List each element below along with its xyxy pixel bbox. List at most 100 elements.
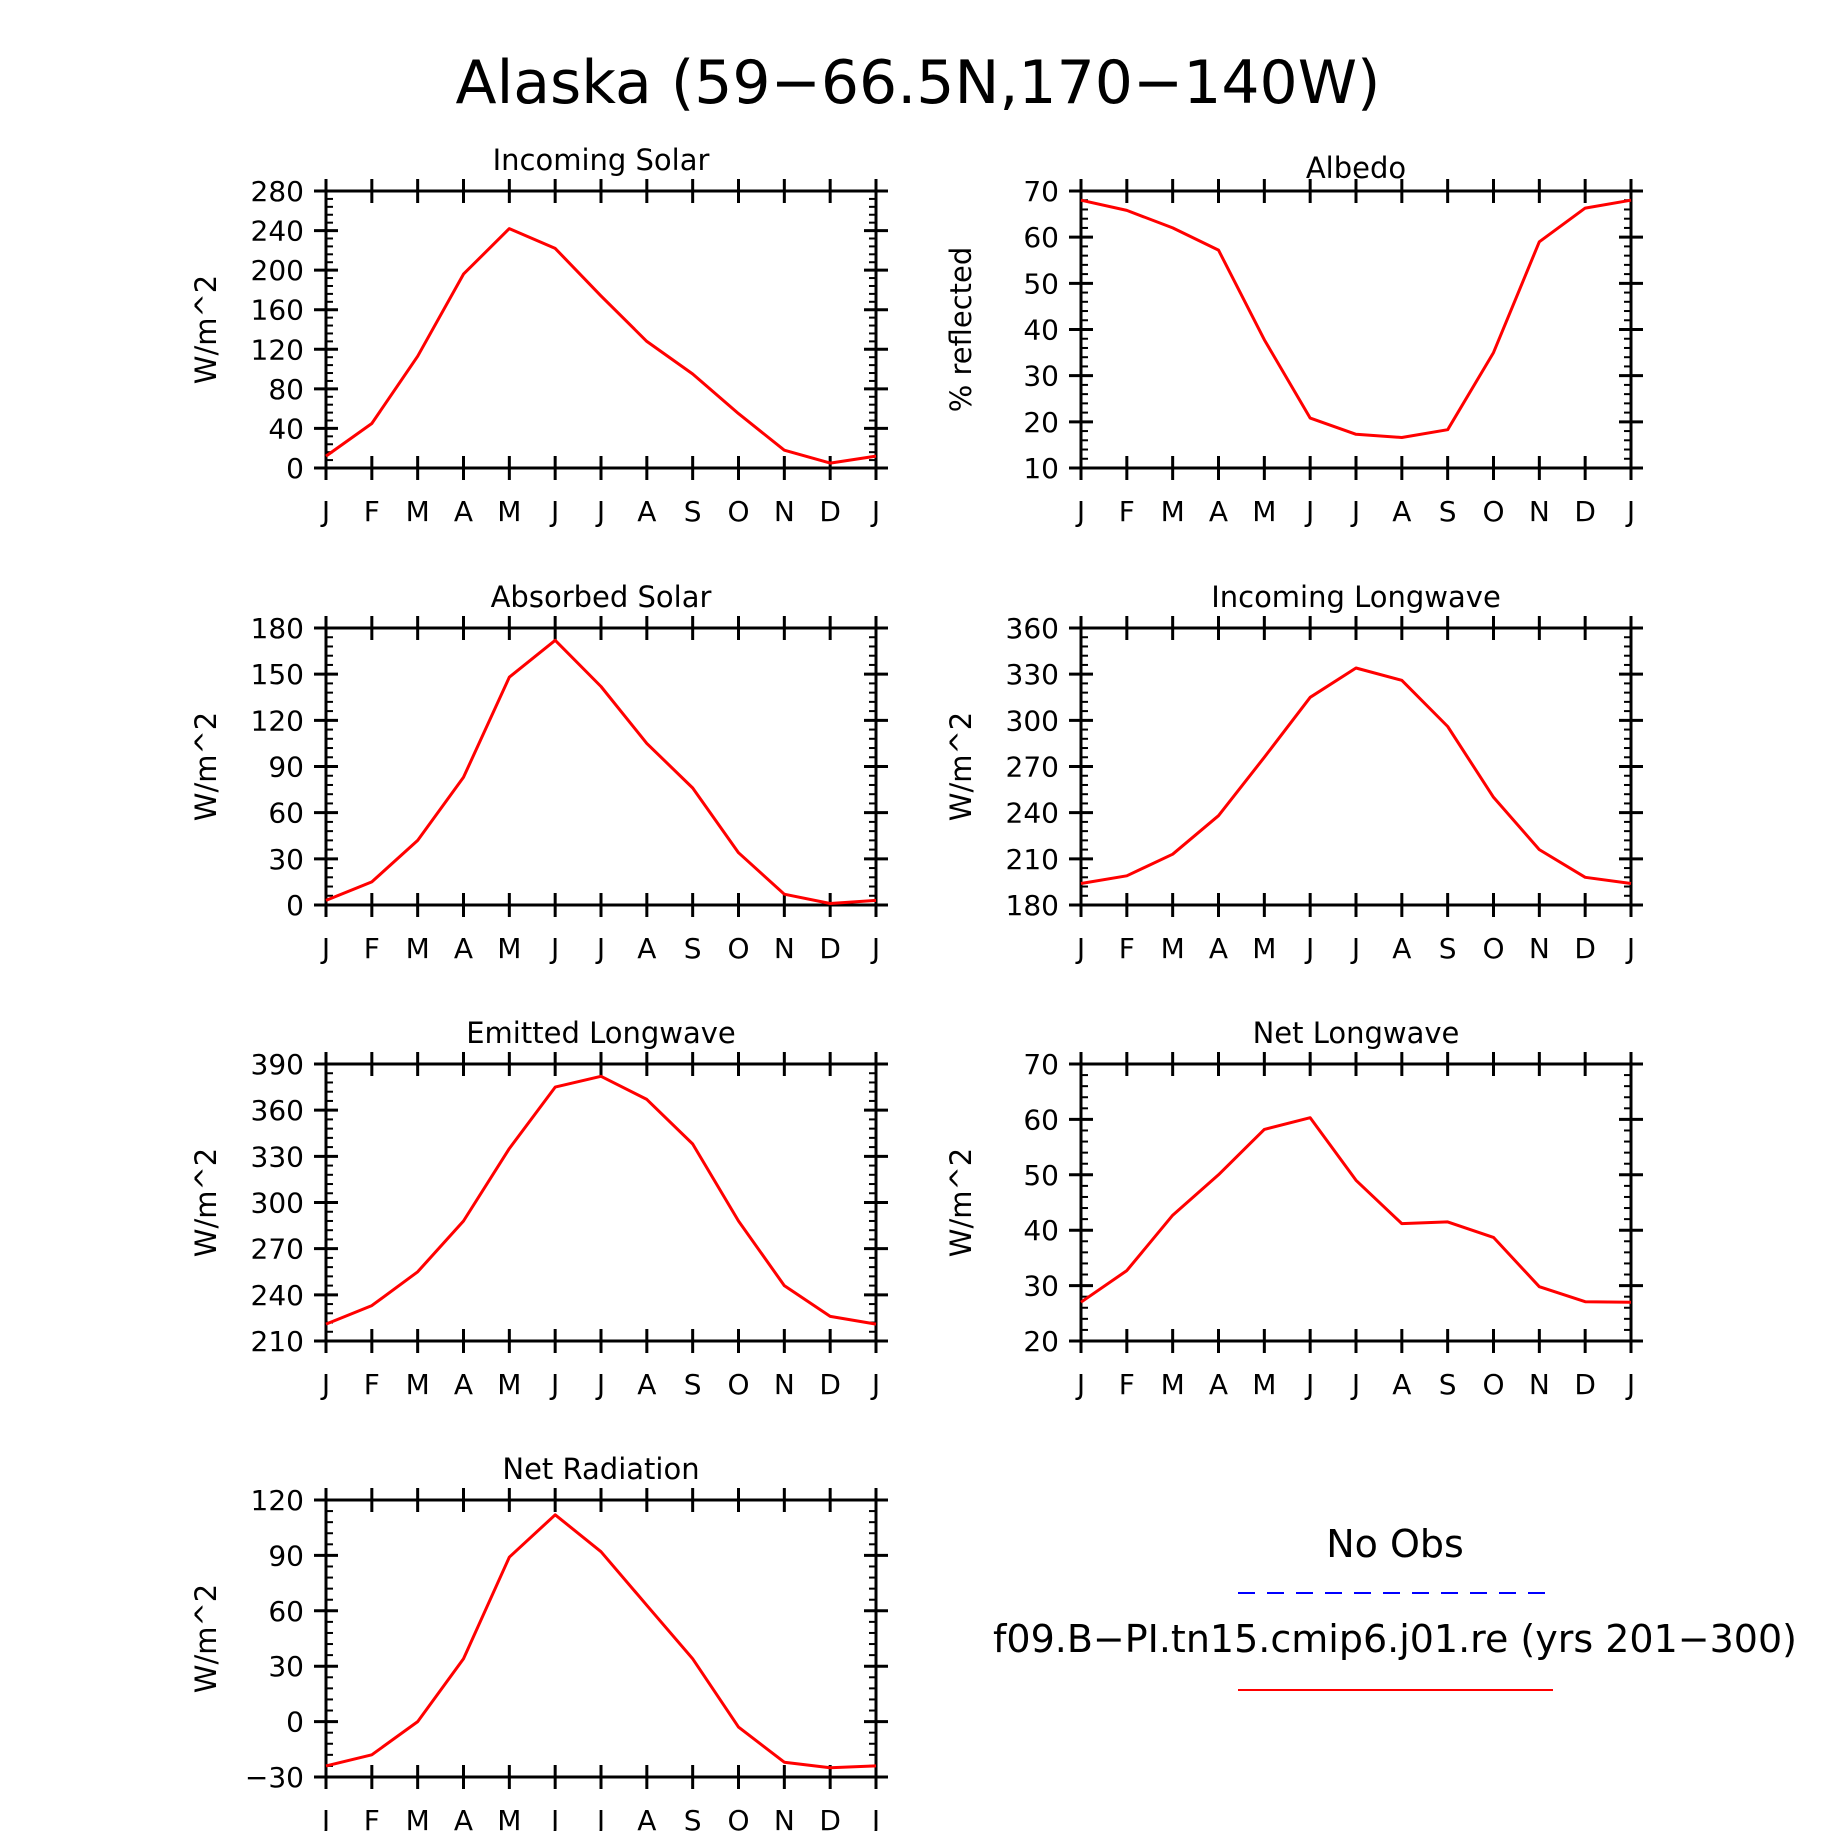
series-line-incoming-longwave bbox=[1080, 666, 1632, 885]
x-tick-label: J bbox=[320, 495, 330, 528]
x-tick-label: M bbox=[497, 1368, 521, 1401]
x-tick-label: A bbox=[637, 495, 656, 528]
x-tick-label: F bbox=[364, 932, 380, 965]
y-tick-label: 80 bbox=[268, 373, 304, 406]
x-tick-label: M bbox=[1161, 932, 1185, 965]
x-tick-label: M bbox=[1252, 1368, 1276, 1401]
y-tick-label: 90 bbox=[268, 1539, 304, 1572]
plot-frame bbox=[1079, 189, 1633, 470]
x-tick-label: M bbox=[1161, 495, 1185, 528]
x-tick-label: A bbox=[454, 932, 473, 965]
x-tick-label: M bbox=[406, 1368, 430, 1401]
x-tick-label: M bbox=[497, 932, 521, 965]
main-title: Alaska (59−66.5N,170−140W) bbox=[456, 48, 1381, 118]
x-tick-label: F bbox=[1119, 932, 1135, 965]
y-tick-label: 120 bbox=[251, 333, 304, 366]
series-line-emitted-longwave bbox=[325, 1074, 877, 1326]
x-tick-label: J bbox=[1304, 932, 1314, 965]
y-tick-label: −30 bbox=[245, 1761, 304, 1794]
x-tick-label: D bbox=[1574, 1368, 1596, 1401]
x-tick-label: A bbox=[454, 495, 473, 528]
y-tick-label: 0 bbox=[286, 1706, 304, 1739]
y-tick-label: 240 bbox=[251, 1279, 304, 1312]
plot-frame bbox=[1079, 1062, 1633, 1343]
y-tick-label: 120 bbox=[251, 1484, 304, 1517]
x-tick-label: O bbox=[727, 932, 749, 965]
x-tick-label: J bbox=[549, 1804, 559, 1831]
y-axis-label: W/m^2 bbox=[189, 1148, 223, 1257]
y-tick-label: 60 bbox=[268, 1595, 304, 1628]
x-tick-label: A bbox=[637, 1804, 656, 1831]
x-tick-label: O bbox=[727, 495, 749, 528]
x-tick-label: D bbox=[819, 1368, 841, 1401]
x-tick-label: O bbox=[727, 1804, 749, 1831]
x-tick-label: J bbox=[870, 495, 880, 528]
x-tick-label: M bbox=[1161, 1368, 1185, 1401]
plot-frame bbox=[324, 189, 878, 470]
x-tick-label: M bbox=[406, 495, 430, 528]
y-tick-label: 390 bbox=[251, 1048, 304, 1081]
plot-frame bbox=[324, 1498, 878, 1779]
panels: Incoming SolarW/m^204080120160200240280J… bbox=[189, 143, 1643, 1831]
x-tick-label: J bbox=[595, 932, 605, 965]
y-tick-label: 30 bbox=[268, 843, 304, 876]
x-tick-label: J bbox=[549, 1368, 559, 1401]
panel-title: Absorbed Solar bbox=[491, 580, 712, 614]
x-tick-label: J bbox=[1075, 1368, 1085, 1401]
x-tick-label: A bbox=[1209, 932, 1228, 965]
y-axis-label: W/m^2 bbox=[189, 712, 223, 821]
x-tick-label: J bbox=[1075, 495, 1085, 528]
panel-title: Net Radiation bbox=[502, 1452, 699, 1486]
x-tick-label: A bbox=[454, 1368, 473, 1401]
panel-incoming-solar: Incoming Solar W/m^2 0 40 80 120 160 200 240 280 J… bbox=[189, 143, 888, 528]
x-tick-label: S bbox=[684, 1804, 702, 1831]
y-tick-label: 90 bbox=[268, 751, 304, 784]
x-tick-label: J bbox=[595, 1804, 605, 1831]
x-tick-label: F bbox=[364, 495, 380, 528]
x-tick-label: S bbox=[684, 932, 702, 965]
y-tick-label: 40 bbox=[1023, 1214, 1059, 1247]
panel-title: Emitted Longwave bbox=[466, 1016, 736, 1050]
y-tick-label: 60 bbox=[268, 797, 304, 830]
x-tick-label: F bbox=[364, 1368, 380, 1401]
x-tick-label: M bbox=[497, 495, 521, 528]
y-tick-label: 200 bbox=[251, 254, 304, 287]
y-tick-label: 300 bbox=[251, 1187, 304, 1220]
x-tick-label: F bbox=[1119, 495, 1135, 528]
y-axis-label: W/m^2 bbox=[944, 1148, 978, 1257]
x-tick-label: D bbox=[819, 495, 841, 528]
y-tick-label: 120 bbox=[251, 704, 304, 737]
y-tick-label: 20 bbox=[1023, 406, 1059, 439]
x-tick-label: N bbox=[774, 1804, 795, 1831]
y-tick-label: 70 bbox=[1023, 175, 1059, 208]
panel-emitted-longwave: Emitted Longwave W/m^2 210 240 270 300 330 360 3… bbox=[189, 1016, 888, 1401]
x-tick-label: J bbox=[549, 495, 559, 528]
x-tick-label: M bbox=[497, 1804, 521, 1831]
x-tick-label: J bbox=[870, 1804, 880, 1831]
x-tick-label: S bbox=[1439, 1368, 1457, 1401]
legend-model-label: f09.B−PI.tn15.cmip6.j01.re (yrs 201−300) bbox=[993, 1617, 1797, 1661]
x-tick-label: J bbox=[1350, 932, 1360, 965]
x-tick-label: A bbox=[454, 1804, 473, 1831]
x-tick-label: J bbox=[595, 1368, 605, 1401]
series-line-incoming-solar bbox=[325, 227, 877, 465]
y-tick-label: 180 bbox=[251, 612, 304, 645]
y-tick-label: 40 bbox=[1023, 314, 1059, 347]
y-tick-label: 180 bbox=[1006, 889, 1059, 922]
x-tick-label: S bbox=[1439, 495, 1457, 528]
x-tick-label: S bbox=[1439, 932, 1457, 965]
y-tick-label: 210 bbox=[1006, 843, 1059, 876]
y-tick-label: 70 bbox=[1023, 1048, 1059, 1081]
x-tick-label: D bbox=[819, 932, 841, 965]
x-tick-label: A bbox=[637, 932, 656, 965]
x-tick-label: S bbox=[684, 1368, 702, 1401]
panel-title: Net Longwave bbox=[1253, 1016, 1460, 1050]
x-tick-label: F bbox=[364, 1804, 380, 1831]
x-tick-label: O bbox=[1482, 932, 1504, 965]
x-tick-label: O bbox=[727, 1368, 749, 1401]
y-tick-label: 50 bbox=[1023, 267, 1059, 300]
x-tick-label: A bbox=[1392, 1368, 1411, 1401]
